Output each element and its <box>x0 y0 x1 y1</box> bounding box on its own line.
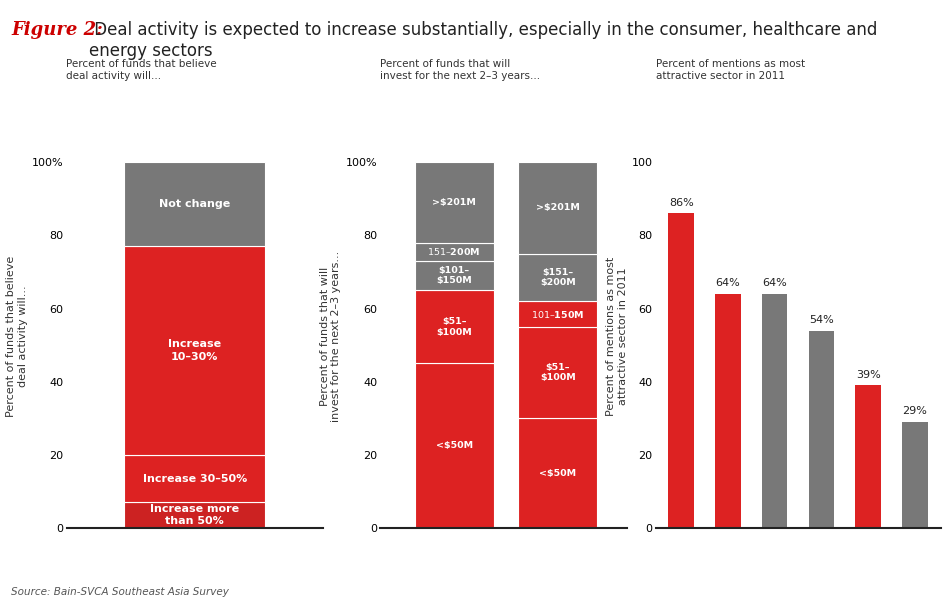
Bar <box>855 385 881 528</box>
Text: Not change: Not change <box>160 199 230 209</box>
Text: 54%: 54% <box>809 315 834 325</box>
Text: 86%: 86% <box>669 198 694 208</box>
Text: $51–
$100M: $51– $100M <box>436 317 472 337</box>
Bar <box>414 261 494 290</box>
Bar <box>124 247 265 455</box>
Bar <box>414 290 494 364</box>
Text: >$201M: >$201M <box>536 203 580 212</box>
Text: Percent of funds that will
invest for the next 2–3 years...: Percent of funds that will invest for th… <box>380 59 541 81</box>
Bar <box>902 422 927 528</box>
Bar <box>519 162 598 254</box>
Bar <box>519 301 598 327</box>
Text: Increase 30–50%: Increase 30–50% <box>142 473 247 484</box>
Y-axis label: Percent of funds that will
invest for the next 2–3 years...: Percent of funds that will invest for th… <box>320 250 341 422</box>
Bar <box>124 502 265 528</box>
Text: Figure 2:: Figure 2: <box>11 21 104 39</box>
Bar <box>124 162 265 247</box>
Bar <box>715 294 741 528</box>
Text: Increase
10–30%: Increase 10–30% <box>168 340 221 362</box>
Y-axis label: Percent of funds that believe
deal activity will...: Percent of funds that believe deal activ… <box>7 256 28 416</box>
Text: $51–
$100M: $51– $100M <box>540 363 576 382</box>
Bar <box>519 327 598 418</box>
Text: <$50M: <$50M <box>435 441 473 450</box>
Text: Most funds to invest up to US$150 million
in 2012—up from US$100 million in 2011: Most funds to invest up to US$150 millio… <box>365 99 642 129</box>
Bar <box>414 243 494 261</box>
Bar <box>762 294 788 528</box>
Text: Increase more
than 50%: Increase more than 50% <box>150 504 239 526</box>
Text: Percent of mentions as most
attractive sector in 2011: Percent of mentions as most attractive s… <box>656 59 805 81</box>
Text: $151–$200M: $151–$200M <box>428 247 481 257</box>
Bar <box>519 418 598 528</box>
Bar <box>519 254 598 301</box>
Text: <$50M: <$50M <box>540 469 577 478</box>
Text: Consumer goods expected
to remain most attractive: Consumer goods expected to remain most a… <box>711 99 885 129</box>
Text: 39%: 39% <box>856 370 881 380</box>
Text: Source: Bain-SVCA Southeast Asia Survey: Source: Bain-SVCA Southeast Asia Survey <box>11 587 229 597</box>
Text: 64%: 64% <box>715 278 740 289</box>
Bar <box>124 455 265 502</box>
Text: 64%: 64% <box>762 278 787 289</box>
Text: Percent of funds that believe
deal activity will...: Percent of funds that believe deal activ… <box>66 59 218 81</box>
Text: Deal activity is expected to increase substantially, especially in the consumer,: Deal activity is expected to increase su… <box>89 21 878 60</box>
Bar <box>414 364 494 528</box>
Text: $101–
$150M: $101– $150M <box>436 266 472 286</box>
Bar <box>414 162 494 243</box>
Text: >$201M: >$201M <box>432 198 476 207</box>
Bar <box>808 331 834 528</box>
Text: Nearly 80% of funds expect
deal activity to increase: Nearly 80% of funds expect deal activity… <box>104 99 286 129</box>
Y-axis label: Percent of mentions as most
attractive sector in 2011: Percent of mentions as most attractive s… <box>606 256 628 416</box>
Text: $151–
$200M: $151– $200M <box>540 268 576 287</box>
Text: $101–$150M: $101–$150M <box>531 308 584 320</box>
Text: 29%: 29% <box>902 406 927 416</box>
Bar <box>669 214 694 528</box>
